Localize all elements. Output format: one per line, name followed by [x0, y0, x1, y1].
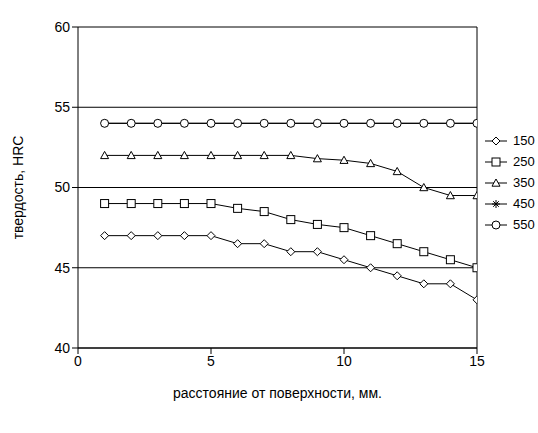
svg-text:0: 0: [74, 353, 82, 369]
svg-text:50: 50: [54, 179, 70, 195]
html-text:350: 350: [513, 175, 535, 190]
svg-text:15: 15: [469, 353, 485, 369]
html-text:450: 450: [513, 196, 535, 211]
svg-text:расстояние от поверхности, мм.: расстояние от поверхности, мм.: [173, 385, 382, 401]
svg-text:40: 40: [54, 340, 70, 356]
html-text:550: 550: [513, 217, 535, 232]
svg-text:твердость, HRC: твердость, HRC: [10, 136, 26, 240]
svg-text:55: 55: [54, 99, 70, 115]
svg-text:60: 60: [54, 19, 70, 35]
html-text:250: 250: [513, 154, 535, 169]
svg-text:5: 5: [207, 353, 215, 369]
html-text:150: 150: [513, 133, 535, 148]
svg-text:45: 45: [54, 260, 70, 276]
svg-text:10: 10: [336, 353, 352, 369]
